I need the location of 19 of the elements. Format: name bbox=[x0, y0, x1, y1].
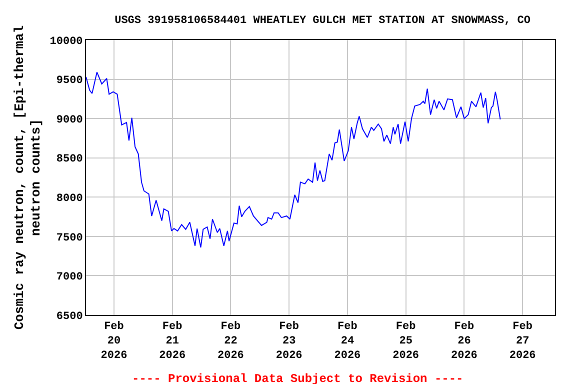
line-series bbox=[86, 72, 501, 248]
x-tick-label: Feb 24 2026 bbox=[334, 321, 361, 362]
x-tick-label: Feb 22 2026 bbox=[218, 321, 244, 362]
x-tick-label: Feb 21 2026 bbox=[159, 321, 186, 362]
chart-title: USGS 391958106584401 WHEATLEY GULCH MET STATION AT SNOWMASS, CO bbox=[114, 15, 531, 28]
x-tick-label: Feb 27 2026 bbox=[509, 321, 536, 362]
y-tick-label: 8000 bbox=[56, 192, 83, 205]
x-tick-label: Feb 23 2026 bbox=[276, 321, 302, 362]
y-tick-label: 7500 bbox=[56, 232, 83, 244]
x-tick-label: Feb 26 2026 bbox=[450, 321, 478, 362]
y-tick-label: 9500 bbox=[56, 75, 83, 88]
y-tick-label: 6500 bbox=[56, 310, 83, 323]
y-axis-title: Cosmic ray neutron, count, [Epi-thermal neutron counts] bbox=[12, 25, 44, 330]
y-tick-label: 8500 bbox=[56, 154, 83, 166]
y-tick-label: 7000 bbox=[56, 272, 83, 284]
y-tick-label: 10000 bbox=[50, 36, 83, 48]
x-tick-label: Feb 20 2026 bbox=[100, 321, 128, 362]
y-tick-label: 9000 bbox=[56, 114, 83, 126]
x-tick-label: Feb 25 2026 bbox=[392, 321, 420, 362]
